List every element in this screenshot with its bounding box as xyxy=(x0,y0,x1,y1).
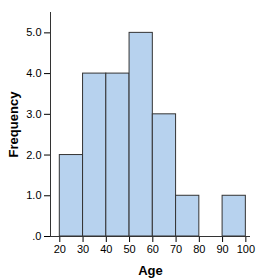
svg-text:90: 90 xyxy=(216,243,228,255)
svg-text:40: 40 xyxy=(100,243,112,255)
svg-text:20: 20 xyxy=(54,243,66,255)
svg-text:2.0: 2.0 xyxy=(26,149,41,161)
svg-text:.0: .0 xyxy=(32,230,41,242)
svg-text:30: 30 xyxy=(77,243,89,255)
svg-text:4.0: 4.0 xyxy=(26,67,41,79)
svg-text:Frequency: Frequency xyxy=(6,91,21,158)
svg-text:1.0: 1.0 xyxy=(26,189,41,201)
svg-text:Age: Age xyxy=(138,263,163,278)
svg-text:100: 100 xyxy=(237,243,255,255)
svg-text:50: 50 xyxy=(123,243,135,255)
svg-text:80: 80 xyxy=(193,243,205,255)
svg-text:60: 60 xyxy=(147,243,159,255)
svg-text:5.0: 5.0 xyxy=(26,26,41,38)
svg-text:70: 70 xyxy=(170,243,182,255)
svg-text:3.0: 3.0 xyxy=(26,108,41,120)
